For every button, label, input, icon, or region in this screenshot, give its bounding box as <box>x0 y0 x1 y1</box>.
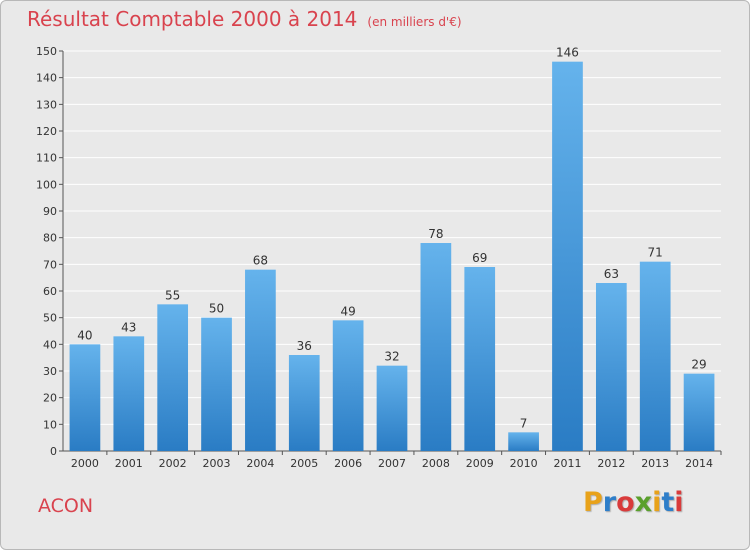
bar <box>683 373 715 451</box>
bar <box>464 267 496 451</box>
commune-name: ACON <box>38 495 94 517</box>
bar <box>595 283 627 451</box>
proxiti-logo: Proxiti <box>583 487 684 518</box>
bar <box>552 61 583 452</box>
x-tick-label: 2007 <box>378 457 406 470</box>
bar <box>69 344 101 451</box>
bar <box>157 304 189 451</box>
y-tick-label: 80 <box>43 232 57 245</box>
bar-value-label: 29 <box>691 358 706 372</box>
bar-value-label: 32 <box>384 350 399 364</box>
bar <box>376 365 408 451</box>
bar <box>639 261 671 451</box>
y-tick-label: 110 <box>36 152 57 165</box>
bar <box>113 336 145 451</box>
bar-value-label: 7 <box>520 416 528 430</box>
y-tick-label: 60 <box>43 285 57 298</box>
y-tick-label: 40 <box>43 338 57 351</box>
y-tick-label: 0 <box>50 445 57 458</box>
y-tick-label: 50 <box>43 312 57 325</box>
y-tick-label: 10 <box>43 418 57 431</box>
chart-title: Résultat Comptable 2000 à 2014 (en millie… <box>27 7 462 31</box>
bar <box>201 317 232 451</box>
x-tick-label: 2012 <box>597 457 625 470</box>
x-tick-label: 2003 <box>203 457 231 470</box>
bar-value-label: 55 <box>165 288 180 302</box>
x-tick-label: 2002 <box>159 457 187 470</box>
bar-value-label: 68 <box>253 254 268 268</box>
bar <box>245 269 276 451</box>
chart-subtitle: (en milliers d'€) <box>367 15 462 29</box>
y-tick-label: 100 <box>36 178 57 191</box>
bar-value-label: 63 <box>604 267 619 281</box>
y-tick-label: 70 <box>43 258 57 271</box>
bar-value-label: 43 <box>121 320 136 334</box>
bar-value-label: 40 <box>77 328 92 342</box>
y-tick-label: 90 <box>43 205 57 218</box>
x-tick-label: 2008 <box>422 457 450 470</box>
bar <box>288 355 320 451</box>
x-tick-label: 2009 <box>466 457 494 470</box>
bar-value-label: 71 <box>648 246 663 260</box>
bar <box>420 243 452 451</box>
bar-chart: 0 10 20 30 40 50 60 70 80 90 100 110 120 130 140 150 40 2… <box>36 45 722 470</box>
bar-value-label: 36 <box>297 339 312 353</box>
bar <box>332 320 364 451</box>
x-tick-label: 2004 <box>246 457 274 470</box>
x-tick-label: 2006 <box>334 457 362 470</box>
bar-value-label: 50 <box>209 302 224 316</box>
bar-value-label: 146 <box>556 46 579 60</box>
x-tick-label: 2005 <box>290 457 318 470</box>
bar-value-label: 69 <box>472 251 487 265</box>
x-tick-label: 2011 <box>553 457 581 470</box>
chart-title-text: Résultat Comptable 2000 à 2014 <box>27 7 358 31</box>
y-tick-label: 140 <box>36 72 57 85</box>
bar-value-label: 49 <box>340 304 355 318</box>
x-tick-label: 2013 <box>641 457 669 470</box>
y-tick-label: 20 <box>43 392 57 405</box>
bar-value-label: 78 <box>428 227 443 241</box>
x-tick-label: 2000 <box>71 457 99 470</box>
bar <box>508 432 539 451</box>
x-tick-label: 2001 <box>115 457 143 470</box>
y-tick-label: 30 <box>43 365 57 378</box>
x-tick-label: 2010 <box>510 457 538 470</box>
y-tick-label: 120 <box>36 125 57 138</box>
y-tick-label: 130 <box>36 98 57 111</box>
x-tick-label: 2014 <box>685 457 713 470</box>
y-tick-label: 150 <box>36 45 57 58</box>
